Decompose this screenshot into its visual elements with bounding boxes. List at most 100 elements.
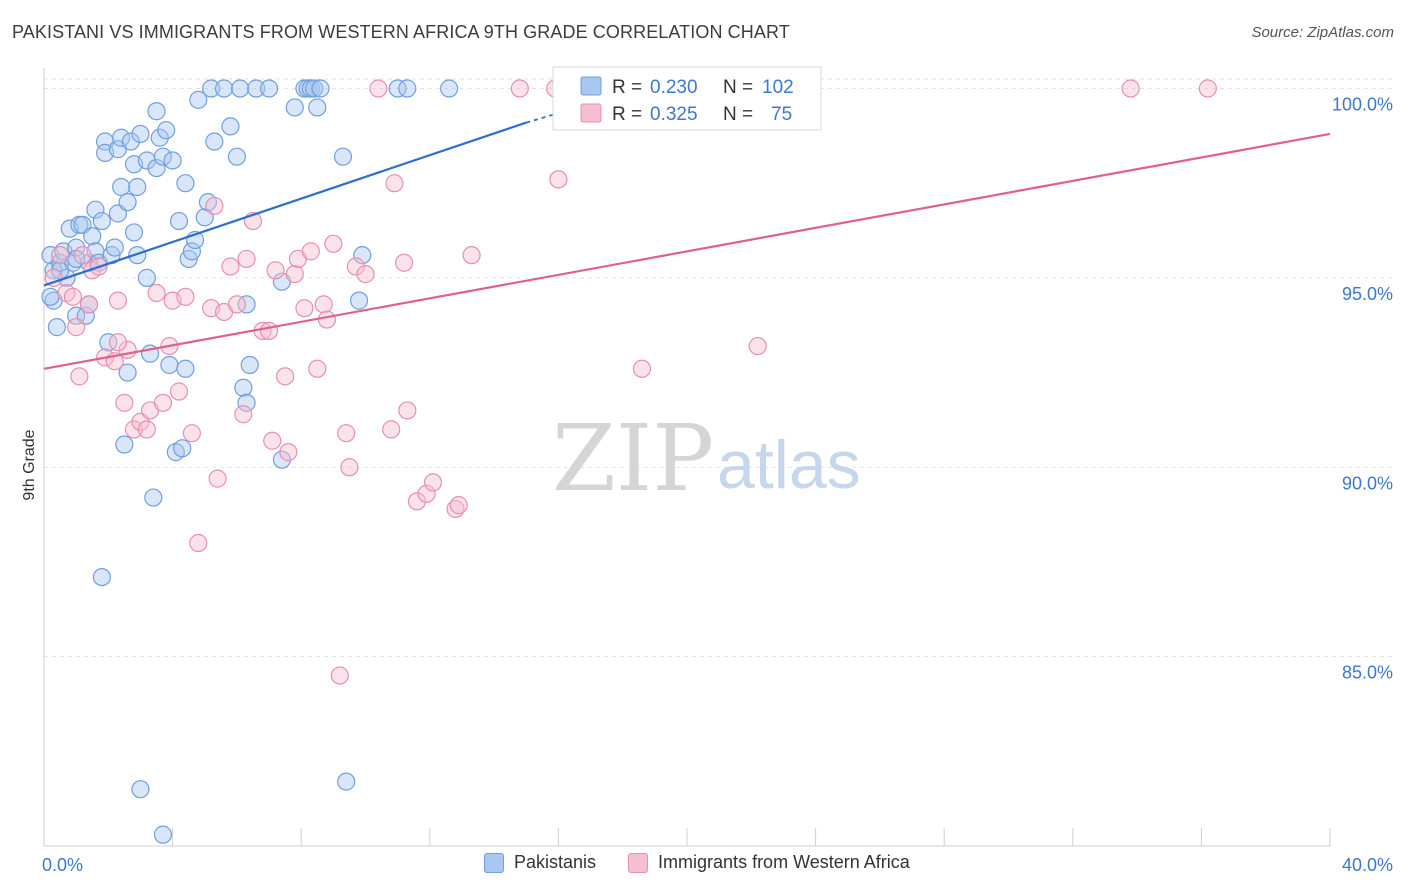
pakistanis-point-87 (92, 567, 111, 587)
pakistanis-point-52 (176, 359, 195, 378)
stats-swatch-pakistanis (580, 76, 602, 96)
pakistanis-point-35 (124, 223, 144, 242)
watermark: ZIP atlas (552, 405, 861, 512)
immigrants-point-43 (301, 242, 320, 261)
y-tick-label-1: 90.0% (1342, 473, 1393, 493)
pakistanis-point-29 (112, 128, 131, 147)
trend-line-pakistanis (43, 121, 527, 287)
watermark-atlas: atlas (717, 427, 861, 503)
immigrants-point-19 (153, 393, 173, 412)
pakistanis-point-32 (118, 193, 137, 212)
immigrants-point-44 (308, 359, 327, 378)
immigrants-point-46 (317, 310, 337, 329)
stats-n-label-2: N = (723, 104, 753, 125)
pakistanis-point-61 (205, 132, 224, 151)
stats-n-value-1: 102 (762, 77, 794, 98)
pakistanis-point-48 (163, 151, 182, 170)
pakistanis-point-64 (227, 147, 246, 166)
pakistanis-point-38 (137, 268, 156, 287)
immigrants-point-18 (147, 283, 166, 303)
immigrants-point-3 (63, 287, 83, 306)
pakistanis-point-71 (259, 79, 279, 98)
immigrants-point-49 (337, 424, 356, 443)
pakistanis-point-25 (105, 238, 124, 257)
immigrants-point-55 (385, 174, 404, 193)
pakistanis-point-36 (128, 246, 147, 265)
pakistanis-point-90 (337, 772, 356, 791)
immigrants-point-53 (369, 79, 388, 98)
immigrants-point-6 (79, 295, 99, 314)
x-tick-label-1: 40.0% (1342, 855, 1393, 875)
immigrants-point-12 (115, 393, 134, 412)
pakistanis-point-83 (349, 291, 369, 310)
pakistanis-point-86 (439, 79, 459, 98)
immigrants-point-69 (1121, 79, 1140, 98)
immigrants-point-57 (398, 401, 417, 420)
immigrants-point-63 (462, 246, 481, 265)
immigrants-point-58 (407, 492, 427, 511)
pakistanis-point-45 (153, 147, 173, 166)
pakistanis-point-46 (157, 121, 176, 140)
immigrants-point-22 (169, 382, 189, 401)
pakistanis-point-67 (237, 393, 256, 412)
immigrants-point-38 (276, 367, 295, 386)
immigrants-point-23 (176, 287, 195, 306)
immigrants-point-45 (314, 295, 333, 314)
immigrants-point-4 (67, 318, 86, 337)
legend-item-immigrants[interactable]: Immigrants from Western Africa (628, 852, 910, 873)
immigrants-point-70 (1198, 79, 1217, 98)
pakistanis-point-88 (131, 780, 150, 799)
immigrants-point-35 (259, 321, 279, 341)
immigrants-point-14 (124, 420, 144, 439)
immigrants-point-62 (449, 496, 468, 515)
pakistanis-point-55 (182, 242, 201, 261)
pakistanis-point-50 (169, 211, 189, 231)
pakistanis-point-23 (99, 333, 118, 352)
pakistanis-point-69 (240, 355, 259, 375)
pakistanis-point-73 (272, 450, 292, 469)
immigrants-point-66 (549, 170, 568, 189)
immigrants-point-37 (266, 261, 285, 280)
pakistanis-point-68 (237, 295, 256, 314)
pakistanis-point-57 (189, 90, 208, 109)
pakistanis-point-53 (176, 174, 195, 193)
immigrants-point-31 (234, 405, 253, 424)
immigrants-point-0 (44, 268, 63, 287)
stats-legend: R = 0.230 N = 102 R = 0.325 N = 75 (552, 66, 822, 131)
pakistanis-point-82 (353, 246, 372, 265)
immigrants-point-72 (73, 246, 92, 265)
immigrants-point-47 (324, 234, 343, 253)
immigrants-point-11 (108, 291, 128, 310)
pakistanis-point-31 (118, 363, 137, 382)
pakistanis-point-89 (153, 825, 173, 844)
pakistanis-point-28 (112, 177, 131, 197)
stats-r-value-2: 0.325 (650, 104, 698, 125)
trend-line-immigrants (43, 132, 1331, 370)
pakistanis-point-37 (131, 124, 150, 144)
legend-item-pakistanis[interactable]: Pakistanis (484, 852, 596, 873)
immigrants-point-56 (394, 253, 414, 272)
stats-r-label-2: R = (612, 104, 642, 125)
trend-lines (43, 102, 1331, 370)
immigrants-point-27 (208, 469, 227, 488)
watermark-zip: ZIP (552, 405, 714, 512)
tick-labels: 85.0% 90.0% 95.0% 100.0% 0.0% 40.0% (42, 95, 1393, 875)
immigrants-point-54 (382, 420, 401, 439)
stats-r-value-1: 0.230 (650, 77, 698, 98)
pakistanis-point-92 (50, 261, 70, 280)
immigrants-point-51 (346, 257, 365, 276)
pakistanis-point-63 (221, 117, 240, 136)
y-axis-label: 9th Grade (21, 429, 38, 500)
pakistanis-point-65 (231, 79, 250, 98)
pakistanis-point-47 (160, 355, 179, 375)
pakistanis-point-62 (214, 79, 234, 98)
pakistanis-point-94 (128, 177, 147, 197)
immigrants-point-30 (227, 295, 246, 314)
pakistanis-point-84 (388, 79, 407, 98)
pakistanis-point-66 (234, 378, 253, 397)
pakistanis-point-18 (86, 200, 105, 219)
stats-swatch-immigrants (580, 103, 602, 123)
immigrants-point-29 (221, 257, 240, 276)
pakistanis-point-43 (147, 158, 166, 178)
immigrants-point-60 (423, 473, 443, 492)
